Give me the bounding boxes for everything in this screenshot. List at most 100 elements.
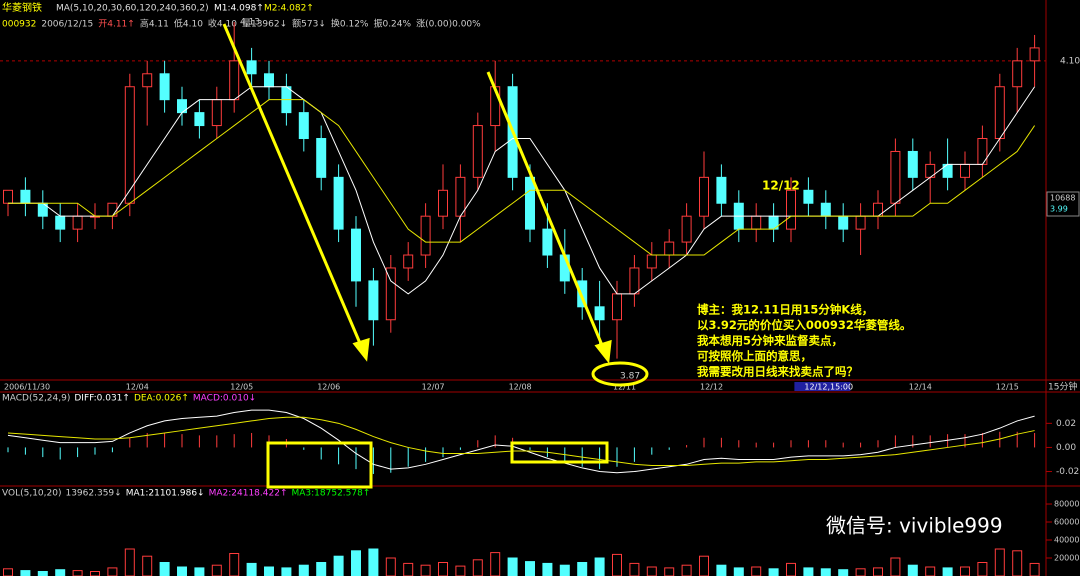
candle-body (1012, 60, 1023, 88)
volume-bar (890, 557, 901, 576)
volume-bar (838, 569, 849, 576)
volume-bar (211, 564, 222, 576)
candle-body (699, 176, 709, 217)
ma-label: MA(5,10,20,30,60,120,240,360,2) (56, 4, 209, 14)
candle-body (20, 189, 31, 204)
panel-title: VOL(5,10,20) (2, 489, 61, 499)
volume-bar (298, 564, 309, 576)
candle-body (472, 125, 483, 178)
arrow-line (222, 23, 364, 349)
quote-item: 低4.10 (174, 18, 203, 30)
date-annotation: 12/12 (762, 179, 800, 193)
panel-title: MA1:21101.986↓ (126, 489, 205, 499)
volume-bar (281, 567, 292, 576)
y-tick-label: 0.02 (1056, 419, 1076, 429)
watermark: 微信号: vivible999 (826, 514, 1003, 538)
candle-body (890, 150, 901, 204)
highlight-box (266, 441, 373, 489)
volume-bar (994, 548, 1005, 576)
date-highlight (794, 382, 851, 391)
volume-bar (960, 566, 970, 576)
candle-body (368, 280, 379, 321)
quote-item: 收4.10 (208, 18, 237, 30)
volume-bar (1029, 562, 1040, 576)
x-tick-label: 12/12 (700, 383, 723, 392)
x-tick-label: 12/04 (126, 383, 149, 392)
volume-bar (699, 555, 709, 576)
y-tick-label: 0.00 (1056, 443, 1076, 453)
volume-bar (194, 567, 205, 576)
x-tick-label: 12/15 (996, 383, 1019, 392)
candle-body (316, 138, 327, 178)
quote-item: 换0.12% (331, 18, 369, 30)
candle-body (629, 267, 640, 295)
candle-body (229, 60, 240, 101)
candle-body (542, 228, 553, 256)
volume-bar (559, 564, 570, 576)
volume-bar (20, 570, 31, 576)
volume-bar (768, 568, 779, 576)
comment-line: 我本想用5分钟来监督卖点， (697, 334, 843, 348)
volume-bar (385, 557, 396, 576)
panel-title: MA2:24118.422↑ (209, 489, 288, 499)
candle-body (333, 176, 344, 230)
volume-bar (420, 564, 431, 576)
volume-bar (177, 566, 187, 576)
volume-bar (351, 550, 361, 576)
panel-title: MA3:18752.578↑ (291, 489, 370, 499)
macd-line (7, 409, 1035, 474)
volume-bar (664, 567, 675, 576)
y-tick-label: 20000 (1054, 554, 1079, 563)
volume-bar (1012, 550, 1023, 576)
quote-item: 000932 (2, 20, 36, 30)
candle-body (664, 241, 675, 256)
volume-bar (907, 564, 918, 576)
volume-bar (803, 567, 814, 576)
candle-body (159, 73, 170, 101)
y-tick-label: 40000 (1054, 536, 1079, 545)
volume-bar (107, 567, 118, 576)
volume-bar (455, 565, 466, 576)
low-label: 3.87 (620, 372, 640, 382)
candle-body (420, 215, 431, 256)
y-tick-label: 80000 (1054, 500, 1079, 509)
candle-body (751, 215, 762, 230)
candle-body (855, 215, 866, 230)
volume-bar (159, 562, 170, 576)
candle-body (455, 176, 466, 217)
header: 华菱钢铁 MA(5,10,20,30,60,120,240,360,2) M1:… (2, 1, 314, 14)
volume-bar (142, 555, 153, 576)
volume-bar (646, 566, 657, 576)
volume-bar (490, 552, 501, 576)
quote-item: 额573↓ (292, 18, 326, 30)
volume-bar (977, 562, 988, 576)
candle-body (211, 99, 222, 127)
quote-item: 开4.11↑ (98, 19, 135, 30)
arrow-line (486, 71, 606, 351)
volume-bar (333, 555, 344, 576)
x-tick-label: 2006/11/30 (4, 383, 50, 392)
candle-body (594, 306, 605, 321)
high-label: 4.13 (240, 18, 260, 28)
y-tick-label: -0.02 (1056, 467, 1079, 477)
volume-bar (716, 564, 727, 576)
volume-bar (542, 562, 553, 576)
x-tick-label: 12/06 (317, 383, 340, 392)
volume-bar (507, 557, 518, 576)
candle-body (994, 86, 1005, 140)
x-tick-label: 12/14 (909, 383, 932, 392)
volume-bar (873, 567, 883, 576)
price-box-text: 10688 (1050, 194, 1075, 203)
ma-line (8, 99, 1036, 256)
panel-title: 13962.359↓ (65, 489, 121, 499)
volume-bar (751, 566, 762, 576)
volume-bar (733, 567, 744, 576)
price-box-text: 3.99 (1050, 205, 1068, 214)
x-tick-label: 12/08 (509, 383, 532, 392)
candle-body (351, 228, 361, 282)
volume-bar (472, 559, 483, 576)
candle-body (194, 112, 205, 127)
x-tick-label: 12/07 (422, 383, 445, 392)
volume-bar (229, 553, 240, 576)
